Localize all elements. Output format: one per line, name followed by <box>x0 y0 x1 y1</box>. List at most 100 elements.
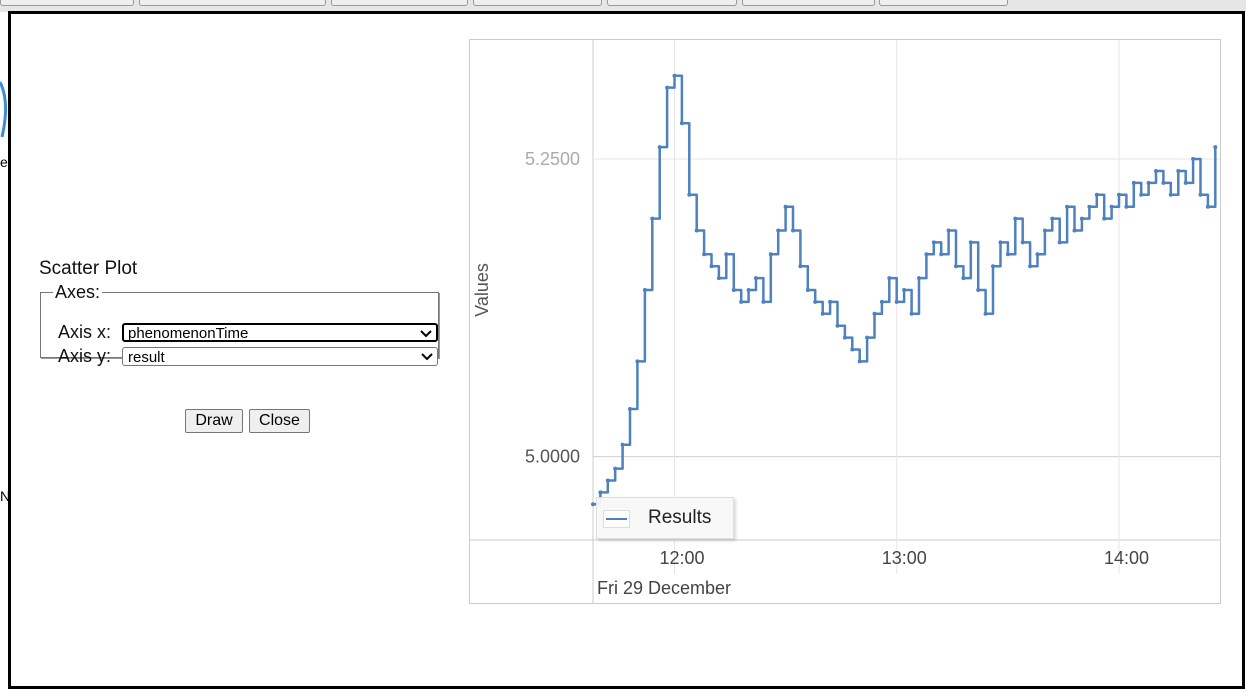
background-tab[interactable] <box>331 0 468 6</box>
data-point <box>1042 228 1047 233</box>
data-point <box>598 490 603 495</box>
data-point <box>1176 169 1181 173</box>
data-point <box>991 264 995 269</box>
data-point <box>716 276 721 281</box>
data-point <box>1005 252 1010 257</box>
legend-label: Results <box>648 507 712 528</box>
data-point <box>605 478 610 483</box>
background-decoration <box>0 81 7 138</box>
data-point <box>761 299 766 304</box>
data-point <box>657 145 662 150</box>
background-tab[interactable] <box>879 0 1008 6</box>
data-point <box>1198 192 1203 197</box>
scatter-plot-dialog: Scatter Plot Axes: Axis x: phenomenonTim… <box>8 11 1245 689</box>
data-point <box>1050 216 1055 221</box>
data-point <box>872 311 877 316</box>
data-point <box>1183 180 1188 185</box>
close-button[interactable]: Close <box>249 409 310 433</box>
background-tab[interactable] <box>139 0 326 6</box>
data-point <box>976 288 981 292</box>
data-point <box>709 264 714 269</box>
data-point <box>835 323 840 328</box>
panel-title: Scatter Plot <box>39 258 138 279</box>
data-point <box>650 216 655 221</box>
data-point <box>805 288 810 292</box>
data-point <box>1020 240 1025 245</box>
data-point <box>687 192 692 197</box>
axes-fieldset: Axes: Axis x: phenomenonTime Axis y: res… <box>40 282 439 366</box>
data-point <box>1146 180 1151 185</box>
data-point <box>724 252 729 257</box>
data-point <box>798 264 803 269</box>
background-tab[interactable] <box>607 0 737 6</box>
data-point <box>591 502 595 507</box>
data-point <box>842 335 847 340</box>
data-point <box>1191 157 1196 161</box>
draw-button[interactable]: Draw <box>185 409 243 433</box>
data-point <box>1213 145 1218 150</box>
y-axis-label: Values <box>472 263 492 317</box>
data-point <box>1139 192 1144 197</box>
chevron-down-icon <box>421 348 433 371</box>
data-point <box>1072 228 1077 233</box>
data-point <box>1087 204 1092 209</box>
data-point <box>887 276 892 281</box>
data-point <box>672 73 677 78</box>
data-point <box>857 359 862 364</box>
y-tick-label: 5.0000 <box>525 447 580 467</box>
data-point <box>776 228 781 233</box>
data-point <box>909 311 914 316</box>
data-point <box>850 347 855 352</box>
data-point <box>739 299 744 304</box>
data-point <box>1028 264 1033 269</box>
data-point <box>754 276 758 281</box>
data-point <box>679 121 684 126</box>
data-point <box>620 442 625 447</box>
axis-y-select-value: result <box>128 349 165 366</box>
data-point <box>635 359 640 364</box>
data-point <box>1117 192 1121 197</box>
axis-x-select[interactable]: phenomenonTime <box>122 323 438 342</box>
axis-y-select[interactable]: result <box>122 347 438 366</box>
data-point <box>628 407 632 411</box>
data-point <box>768 252 773 257</box>
x-tick-label: 14:00 <box>1104 548 1149 568</box>
results-chart: 5.0000 5.2500 12:00 13:00 14:00 Fri 29 Decemb… <box>469 39 1221 604</box>
background-tab[interactable] <box>473 0 602 6</box>
data-point <box>946 228 951 233</box>
data-point <box>1065 204 1070 209</box>
data-point <box>828 299 833 304</box>
chart-legend[interactable]: Results <box>596 497 734 539</box>
background-tab[interactable] <box>742 0 875 6</box>
data-point <box>731 288 736 292</box>
x-axis-label: Fri 29 December <box>597 578 731 598</box>
data-point <box>813 299 818 304</box>
data-point <box>917 276 921 281</box>
y-tick-label: 5.2500 <box>525 149 580 169</box>
data-point <box>931 240 936 245</box>
background-text-fragment: N <box>0 488 11 504</box>
data-point <box>865 335 870 340</box>
data-point <box>1035 252 1040 257</box>
background-tab[interactable] <box>0 0 134 6</box>
data-point <box>1161 180 1166 185</box>
data-point <box>783 204 788 209</box>
data-point <box>924 252 929 257</box>
data-point <box>1131 180 1136 185</box>
legend-swatch <box>603 510 630 528</box>
data-point <box>1124 204 1129 209</box>
chevron-down-icon <box>420 325 432 347</box>
data-point <box>791 228 795 233</box>
x-tick-label: 13:00 <box>882 548 927 568</box>
axis-y-label: Axis y: <box>58 346 112 366</box>
data-point <box>694 228 699 233</box>
data-point <box>1057 240 1062 245</box>
data-point <box>879 299 884 304</box>
data-point <box>746 288 751 292</box>
data-point <box>1094 192 1099 197</box>
axis-x-label: Axis x: <box>58 322 112 342</box>
data-point <box>961 276 966 281</box>
data-point <box>702 252 707 257</box>
data-point <box>968 240 973 245</box>
data-point <box>665 85 670 90</box>
